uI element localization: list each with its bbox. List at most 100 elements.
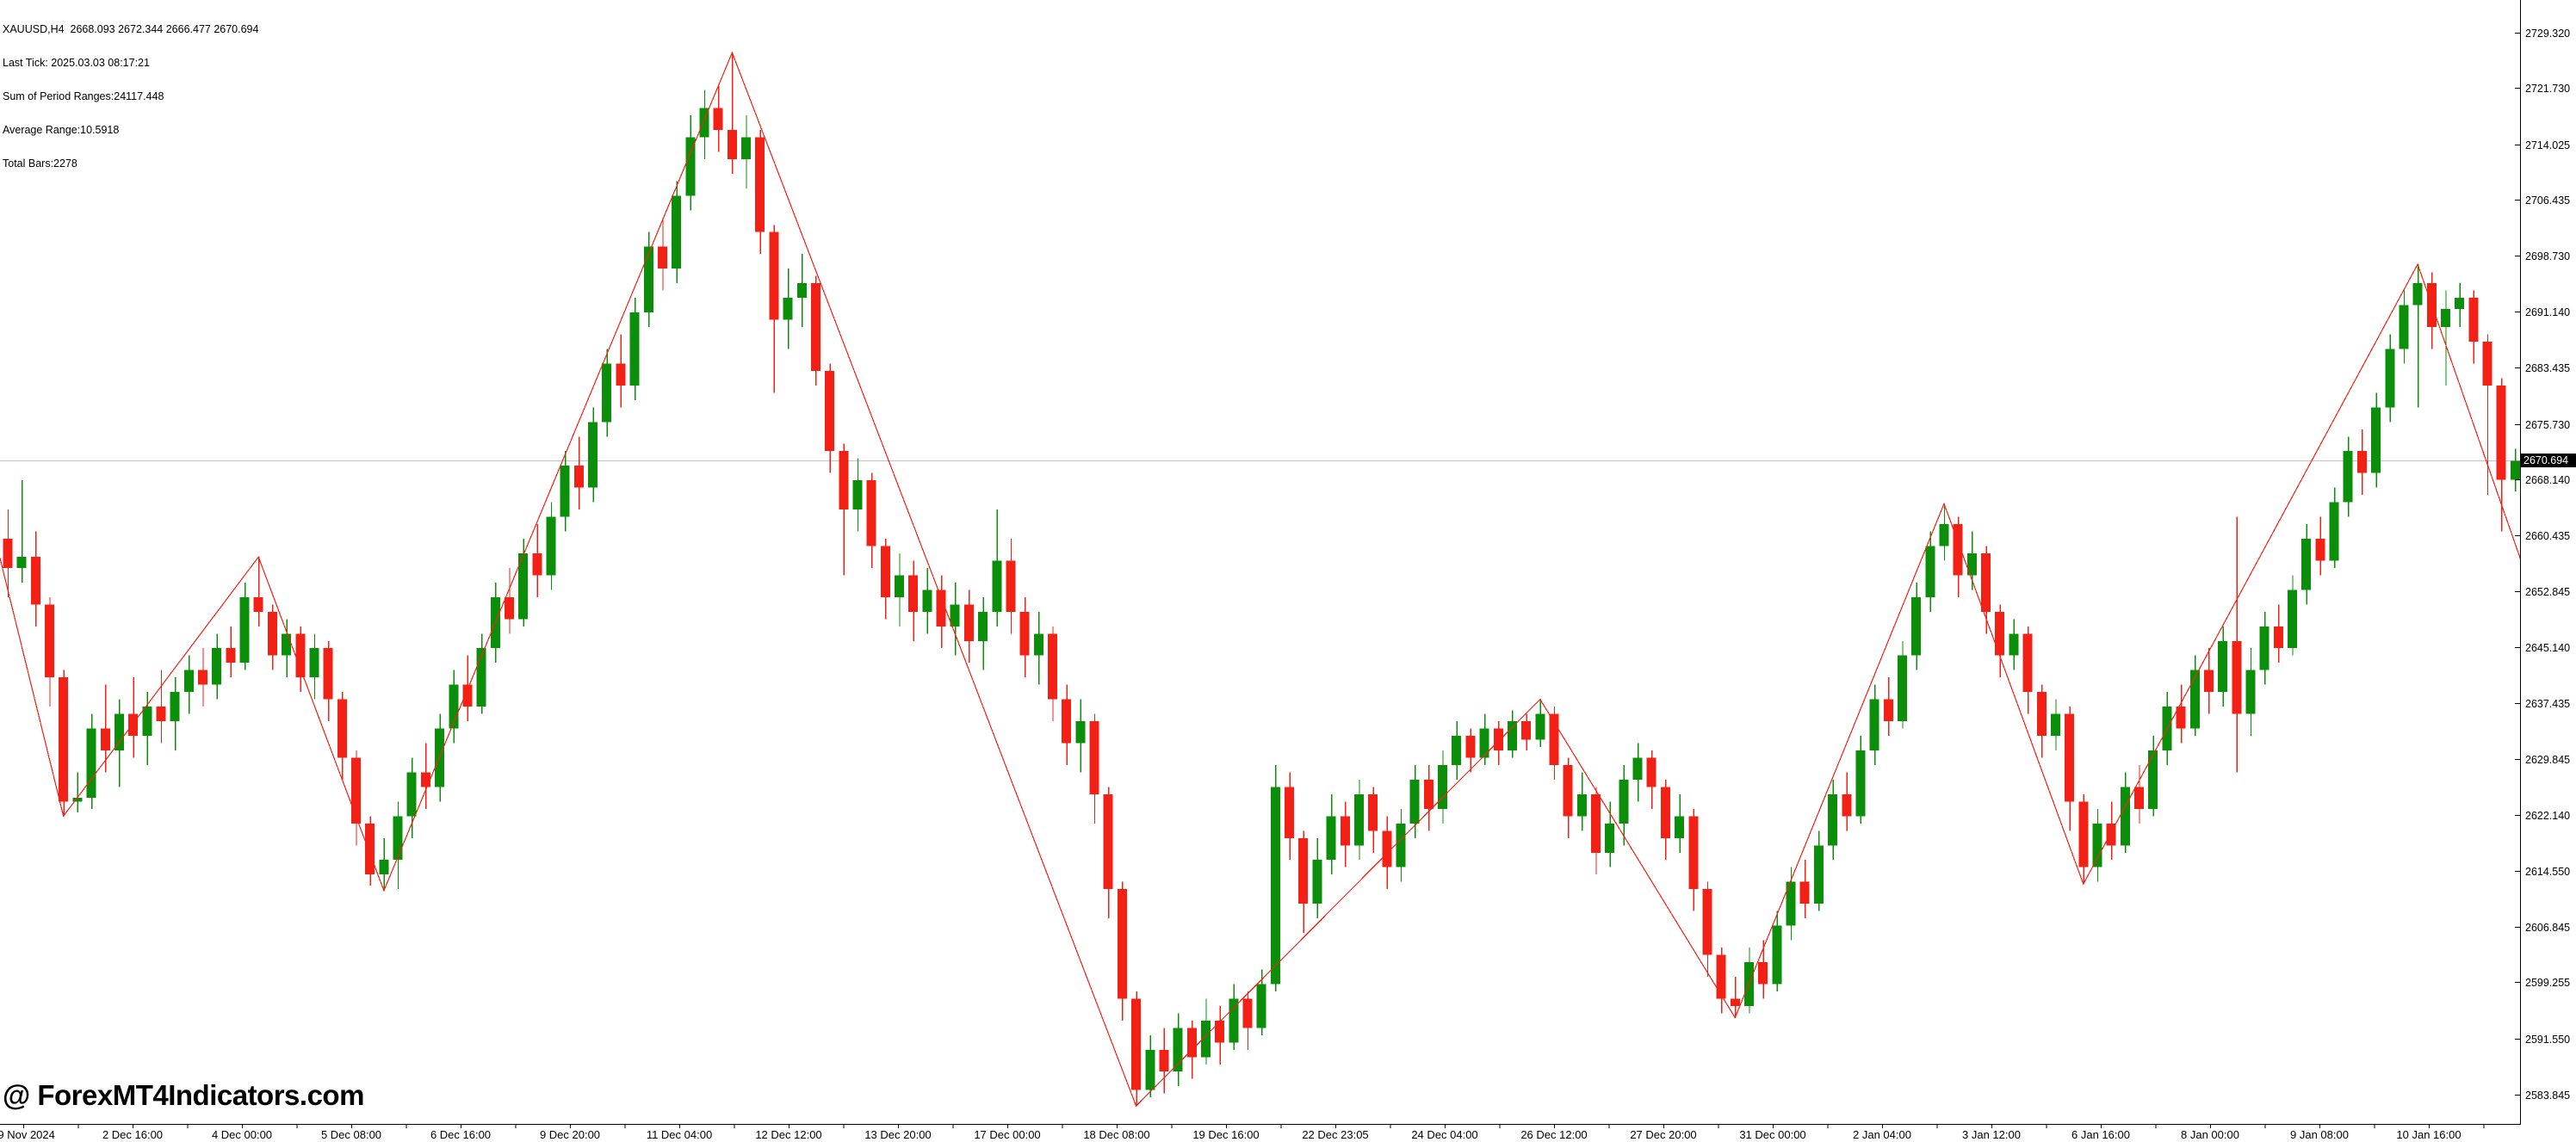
price-tick-label: 2614.550 bbox=[2525, 866, 2570, 878]
bull-candle bbox=[1229, 984, 1239, 1050]
candle-body bbox=[1396, 823, 1406, 867]
candle-body bbox=[1716, 954, 1726, 999]
bull-candle bbox=[2120, 772, 2130, 853]
candle-body bbox=[183, 670, 194, 693]
candle-body bbox=[1869, 699, 1879, 751]
bull-candle bbox=[978, 596, 988, 670]
candle-body bbox=[2455, 298, 2465, 309]
time-tick-label: 3 Jan 12:00 bbox=[1962, 1128, 2021, 1141]
candle-body bbox=[1813, 845, 1824, 904]
time-tick-label: 2 Jan 04:00 bbox=[1853, 1128, 1911, 1141]
candle-body bbox=[1995, 611, 2005, 656]
candle-body bbox=[1382, 830, 1392, 867]
candle-body bbox=[504, 596, 514, 620]
candle-body bbox=[546, 516, 556, 576]
bear-candle bbox=[1716, 948, 1726, 1014]
candle-body bbox=[30, 557, 40, 605]
time-tick-label: 12 Dec 12:00 bbox=[755, 1128, 821, 1141]
bear-candle bbox=[839, 443, 849, 576]
candle-body bbox=[2468, 298, 2479, 342]
candle-body bbox=[239, 596, 250, 664]
candle-body bbox=[602, 363, 612, 423]
bull-candle bbox=[86, 713, 96, 809]
time-tick-label: 19 Dec 16:00 bbox=[1192, 1128, 1259, 1141]
price-tick-label: 2629.845 bbox=[2525, 754, 2570, 766]
time-tick-label: 6 Jan 16:00 bbox=[2071, 1128, 2130, 1141]
price-tick-label: 2706.435 bbox=[2525, 194, 2570, 207]
symbol-ohlc-line: XAUUSD,H4 2668.093 2672.344 2666.477 267… bbox=[3, 23, 259, 35]
bull-candle bbox=[1438, 750, 1448, 824]
candle-body bbox=[2356, 451, 2367, 473]
bull-candle bbox=[1256, 969, 1266, 1035]
bull-candle bbox=[449, 670, 459, 744]
bull-candle bbox=[1675, 793, 1685, 853]
candle-body bbox=[1981, 552, 1991, 612]
candle-body bbox=[365, 823, 375, 875]
candle-body bbox=[1535, 713, 1545, 740]
candle-body bbox=[1799, 881, 1810, 904]
bear-candle bbox=[1465, 728, 1476, 773]
bear-candle bbox=[1563, 757, 1573, 838]
candle-body bbox=[908, 575, 919, 612]
bull-candle bbox=[239, 582, 250, 670]
bear-candle bbox=[3, 509, 13, 597]
bull-candle bbox=[1828, 779, 1838, 861]
bull-candle bbox=[1576, 772, 1587, 831]
candle-body bbox=[1576, 793, 1587, 817]
bear-candle bbox=[1799, 860, 1810, 919]
candle-body bbox=[643, 246, 653, 313]
bull-candle bbox=[796, 254, 807, 328]
bull-candle bbox=[2148, 736, 2158, 817]
candle-body bbox=[2176, 707, 2186, 729]
price-tick-label: 2645.140 bbox=[2525, 642, 2570, 654]
bull-candle bbox=[1312, 837, 1322, 919]
candle-body bbox=[86, 728, 96, 799]
bull-candle bbox=[560, 451, 570, 532]
bull-candle bbox=[1535, 699, 1545, 747]
price-tick-label: 2606.845 bbox=[2525, 922, 2570, 934]
time-tick-label: 6 Dec 16:00 bbox=[430, 1128, 491, 1141]
candles-group bbox=[3, 52, 2520, 1107]
candle-body bbox=[1270, 787, 1280, 985]
price-tick-label: 2622.140 bbox=[2525, 810, 2570, 822]
bull-candle bbox=[1632, 743, 1643, 802]
watermark: @ ForexMT4Indicators.com bbox=[3, 1079, 364, 1111]
candle-body bbox=[2288, 590, 2298, 649]
bear-candle bbox=[1340, 801, 1350, 867]
bear-candle bbox=[2022, 626, 2033, 714]
bear-candle bbox=[2232, 516, 2242, 773]
candle-body bbox=[2203, 670, 2214, 693]
sum-ranges-line: Sum of Period Ranges:24117.448 bbox=[3, 90, 164, 102]
candle-body bbox=[769, 231, 779, 320]
bear-candle bbox=[616, 334, 626, 408]
bear-candle bbox=[420, 743, 430, 809]
bull-candle bbox=[1145, 1034, 1155, 1097]
last-tick-line: Last Tick: 2025.03.03 08:17:21 bbox=[3, 57, 150, 69]
bear-candle bbox=[59, 670, 69, 817]
bull-candle bbox=[212, 633, 222, 700]
zigzag-indicator-line bbox=[0, 51, 2520, 1108]
candle-body bbox=[1688, 816, 1699, 890]
bear-candle bbox=[1159, 1028, 1169, 1094]
candle-body bbox=[1256, 984, 1266, 1028]
candle-body bbox=[2232, 640, 2242, 714]
candle-body bbox=[2482, 341, 2492, 386]
candle-body bbox=[2245, 670, 2256, 714]
candle-body bbox=[1828, 793, 1838, 846]
candle-body bbox=[2441, 308, 2450, 328]
candle-body bbox=[2106, 823, 2116, 846]
bull-candle bbox=[2245, 648, 2256, 737]
candle-body bbox=[2273, 626, 2283, 649]
bear-candle bbox=[2315, 516, 2325, 576]
bear-candle bbox=[30, 531, 40, 627]
candle-body bbox=[2496, 385, 2506, 480]
bear-candle bbox=[1298, 830, 1309, 934]
bear-candle bbox=[713, 86, 723, 152]
bull-candle bbox=[183, 655, 194, 714]
plot-area[interactable] bbox=[0, 51, 2530, 1108]
total-bars-line: Total Bars:2278 bbox=[3, 157, 77, 170]
price-tick-label: 2698.730 bbox=[2525, 250, 2570, 262]
